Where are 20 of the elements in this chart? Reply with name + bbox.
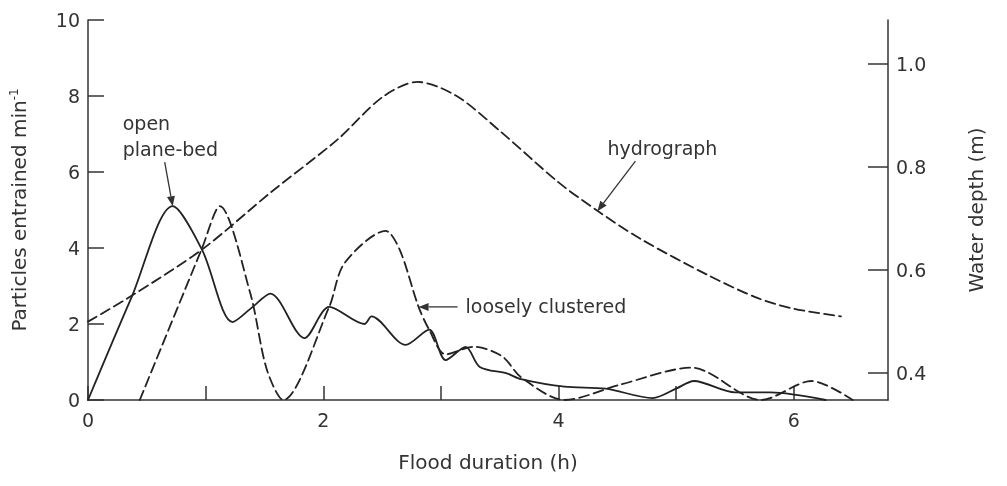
y-tick-label: 8 [67, 85, 80, 107]
y-tick-label: 0 [67, 389, 80, 411]
y2-axis-title: Water depth (m) [964, 127, 988, 293]
annotation: loosely clustered [465, 294, 627, 317]
y2-tick-label: 1.0 [896, 52, 927, 75]
y-tick-label: 2 [67, 313, 80, 335]
x-tick-label: 4 [552, 408, 565, 431]
y-axis-title: Particles entrained min-1 [7, 88, 31, 332]
x-tick-label: 2 [317, 408, 330, 431]
y-tick-label: 4 [67, 237, 80, 259]
y2-tick-label: 0.8 [896, 155, 927, 178]
y2-tick-label: 0.6 [896, 259, 927, 282]
x-axis-title: Flood duration (h) [398, 450, 578, 474]
y-tick-label: 10 [55, 9, 80, 31]
y-tick-label: 6 [67, 161, 80, 183]
annotation: hydrograph [607, 136, 718, 159]
annotation: open plane-bed [122, 111, 219, 160]
x-tick-label: 0 [81, 408, 95, 431]
y2-tick-label: 0.4 [896, 362, 927, 385]
x-tick-label: 6 [787, 408, 800, 431]
